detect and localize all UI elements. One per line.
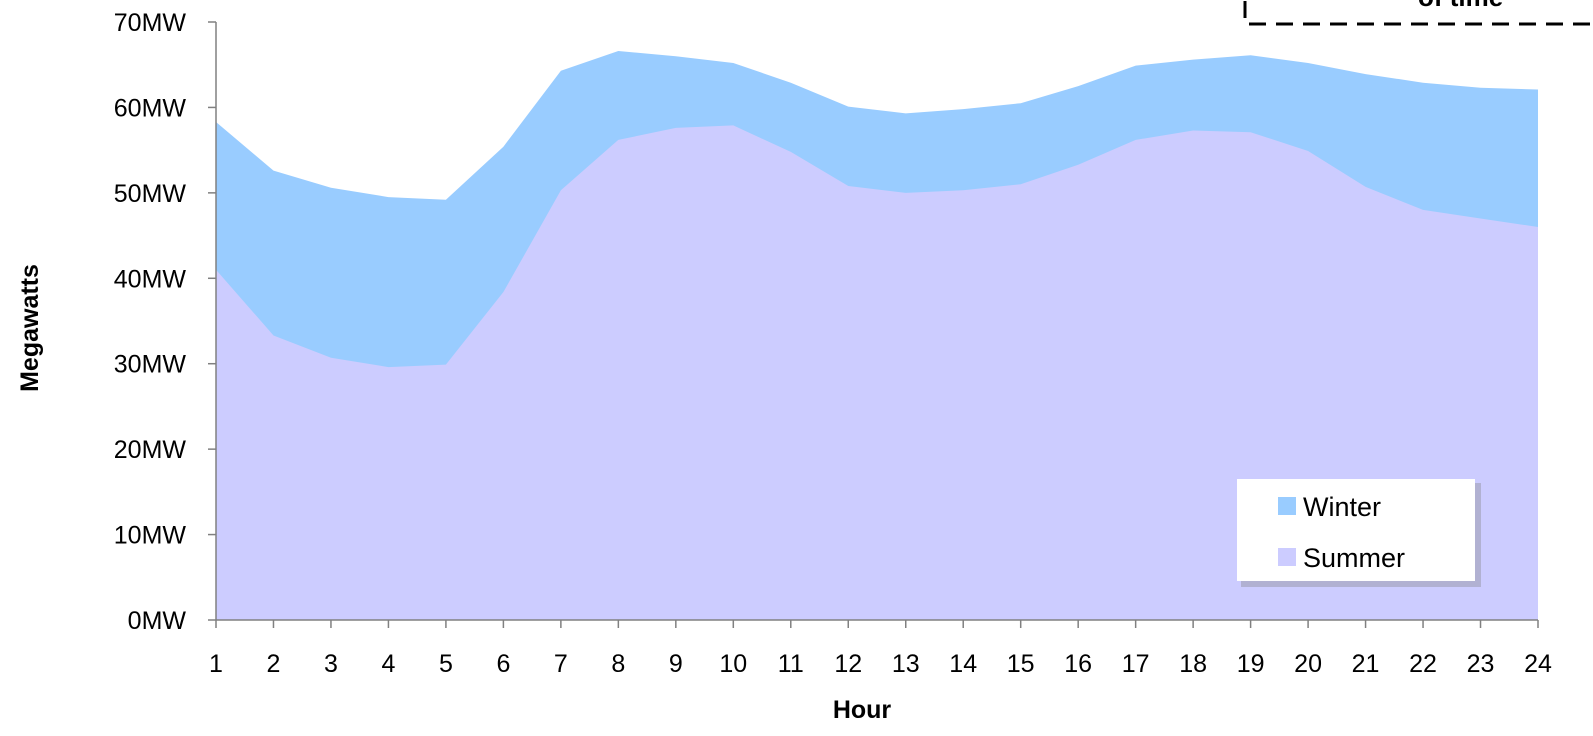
- x-tick-label: 20: [1294, 650, 1322, 678]
- y-tick-label: 40MW: [114, 265, 187, 293]
- axes: [215, 22, 1538, 621]
- series-areas: [216, 51, 1538, 621]
- annotation-text: of time: [1418, 0, 1503, 12]
- x-tick-label: 15: [1007, 650, 1035, 678]
- x-tick-label: 17: [1122, 650, 1150, 678]
- legend-label-winter: Winter: [1303, 492, 1381, 522]
- y-tick-label: 60MW: [114, 94, 187, 122]
- y-tick-label: 20MW: [114, 436, 187, 464]
- x-tick-label: 2: [267, 650, 281, 678]
- y-tick-label: 10MW: [114, 522, 187, 550]
- x-tick-label: 6: [496, 650, 510, 678]
- x-tick-label: 18: [1179, 650, 1207, 678]
- x-axis-title: Hour: [833, 696, 892, 724]
- y-tick-label: 50MW: [114, 180, 187, 208]
- legend-swatch-summer: [1278, 548, 1296, 566]
- x-axis-ticks: 1 2 3 4 5 6 7 8 9 10 11 12 13 14 15 16 17 18 19 20 21 22 23 24: [209, 620, 1552, 678]
- y-tick-label: 0MW: [128, 607, 187, 635]
- x-tick-label: 24: [1524, 650, 1552, 678]
- y-axis-title: Megawatts: [16, 264, 44, 392]
- annotation-callout: of time: [1243, 0, 1593, 26]
- x-tick-label: 12: [834, 650, 862, 678]
- y-tick-label: 70MW: [114, 9, 187, 37]
- x-tick-label: 7: [554, 650, 568, 678]
- x-tick-label: 10: [719, 650, 747, 678]
- x-tick-label: 19: [1237, 650, 1265, 678]
- y-axis-ticks: 0MW 10MW 20MW 30MW 40MW 50MW 60MW 70MW: [114, 9, 216, 635]
- x-tick-label: 5: [439, 650, 453, 678]
- y-tick-label: 30MW: [114, 351, 187, 379]
- x-tick-label: 14: [949, 650, 977, 678]
- x-tick-label: 1: [209, 650, 223, 678]
- x-tick-label: 9: [669, 650, 683, 678]
- x-tick-label: 16: [1064, 650, 1092, 678]
- x-tick-label: 23: [1467, 650, 1495, 678]
- legend-swatch-winter: [1278, 497, 1296, 515]
- legend-label-summer: Summer: [1303, 543, 1405, 573]
- area-summer: [216, 125, 1538, 621]
- x-tick-label: 22: [1409, 650, 1437, 678]
- x-tick-label: 13: [892, 650, 920, 678]
- x-tick-label: 8: [611, 650, 625, 678]
- legend: Winter Summer: [1237, 479, 1481, 587]
- x-tick-label: 11: [778, 650, 804, 678]
- x-tick-label: 4: [381, 650, 395, 678]
- x-tick-label: 21: [1352, 650, 1380, 678]
- x-tick-label: 3: [324, 650, 338, 678]
